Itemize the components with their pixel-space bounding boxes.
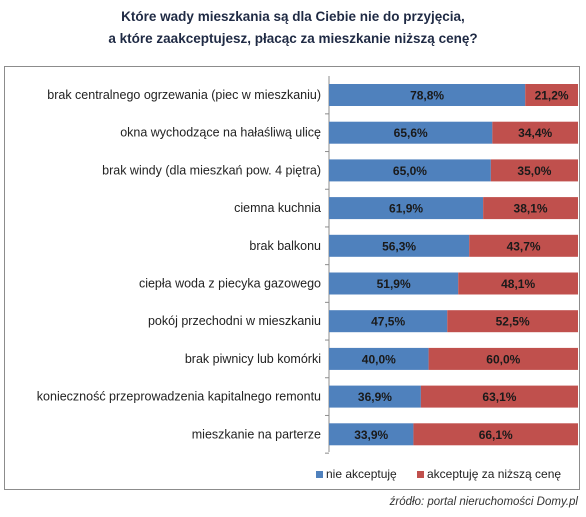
bar-nie-akceptuje [329,159,491,182]
category-label: brak piwnicy lub komórki [185,352,321,366]
category-label: brak balkonu [249,239,321,253]
bar-akceptuje [469,234,578,257]
bar-akceptuje [483,197,578,220]
data-label-nie-akceptuje: 40,0% [362,352,396,366]
chart-title-line-1: Które wady mieszkania są dla Ciebie nie … [121,9,465,24]
bar-nie-akceptuje [329,385,421,408]
bar-nie-akceptuje [329,347,429,370]
data-label-nie-akceptuje: 61,9% [389,202,423,216]
bar-akceptuje [447,310,578,333]
bar-nie-akceptuje [329,84,526,106]
bar-akceptuje [428,347,578,370]
bar-nie-akceptuje [329,234,470,257]
data-label-akceptuje: 43,7% [507,239,541,253]
bar-akceptuje [492,121,578,144]
legend-swatch-akceptuje [417,471,424,478]
source-note: źródło: portal nieruchomości Domy.pl [389,496,578,508]
bar-akceptuje [525,84,578,106]
data-label-nie-akceptuje: 78,8% [410,89,444,103]
data-label-akceptuje: 60,0% [486,352,520,366]
bar-akceptuje [490,159,578,182]
data-label-nie-akceptuje: 36,9% [358,390,392,404]
data-label-akceptuje: 35,0% [517,164,551,178]
legend-label-nie-akceptuje: nie akceptuję [326,467,397,481]
data-label-nie-akceptuje: 47,5% [371,315,405,329]
bar-akceptuje [458,272,578,295]
category-label: okna wychodzące na hałaśliwą ulicę [120,126,321,140]
category-label: ciepła woda z piecyka gazowego [139,277,321,291]
chart-title: Które wady mieszkania są dla Ciebie nie … [0,6,586,50]
data-label-akceptuje: 34,4% [518,126,552,140]
bar-nie-akceptuje [329,121,493,144]
bar-nie-akceptuje [329,197,484,220]
legend-swatch-nie-akceptuje [316,471,323,478]
data-label-nie-akceptuje: 65,0% [393,164,427,178]
category-label: ciemna kuchnia [234,201,321,215]
bar-nie-akceptuje [329,272,459,295]
chart-title-line-2: a które zaakceptujesz, płacąc za mieszka… [108,31,478,46]
category-label: konieczność przeprowadzenia kapitalnego … [37,390,321,404]
legend-label-akceptuje: akceptuję za niższą cenę [427,467,561,481]
bar-nie-akceptuje [329,423,414,446]
data-label-akceptuje: 63,1% [482,390,516,404]
data-label-nie-akceptuje: 65,6% [394,126,428,140]
data-label-akceptuje: 38,1% [514,202,548,216]
data-label-nie-akceptuje: 33,9% [354,428,388,442]
category-label: pokój przechodni w mieszkaniu [148,314,321,328]
category-label: brak windy (dla mieszkań pow. 4 piętra) [102,163,321,177]
category-label: brak centralnego ogrzewania (piec w mies… [47,88,321,102]
data-label-nie-akceptuje: 51,9% [377,277,411,291]
category-label: mieszkanie na parterze [192,427,321,441]
bar-akceptuje [413,423,578,446]
bar-nie-akceptuje [329,310,448,333]
data-label-akceptuje: 66,1% [479,428,513,442]
data-label-nie-akceptuje: 56,3% [382,239,416,253]
bar-akceptuje [420,385,578,408]
data-label-akceptuje: 21,2% [535,89,569,103]
data-label-akceptuje: 48,1% [501,277,535,291]
data-label-akceptuje: 52,5% [496,315,530,329]
